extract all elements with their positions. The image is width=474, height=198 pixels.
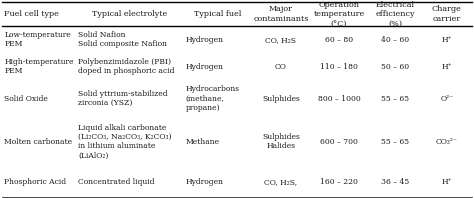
Text: Operation
temperature
(°C): Operation temperature (°C)	[313, 1, 365, 28]
Text: Solid Oxide: Solid Oxide	[4, 94, 48, 103]
Text: CO: CO	[275, 63, 287, 71]
Text: H⁺: H⁺	[442, 63, 452, 71]
Text: H⁺: H⁺	[442, 36, 452, 44]
Text: Hydrogen: Hydrogen	[185, 63, 223, 71]
Text: Methane: Methane	[185, 138, 219, 146]
Text: CO, H₂S,: CO, H₂S,	[264, 178, 298, 186]
Text: Liquid alkali carbonate
(Li₂CO₃, Na₂CO₃, K₂CO₃)
in lithium aluminate
(LiAlO₂): Liquid alkali carbonate (Li₂CO₃, Na₂CO₃,…	[78, 124, 172, 160]
Text: Major
contaminants: Major contaminants	[253, 5, 309, 23]
Text: 60 – 80: 60 – 80	[325, 36, 353, 44]
Text: Charge
carrier: Charge carrier	[432, 5, 462, 23]
Text: 160 – 220: 160 – 220	[320, 178, 358, 186]
Text: Electrical
efficiency
(%): Electrical efficiency (%)	[375, 1, 415, 28]
Text: O²⁻: O²⁻	[440, 94, 454, 103]
Text: Low-temperature
PEM: Low-temperature PEM	[4, 31, 71, 48]
Text: Solid yttrium-stabilized
zirconia (YSZ): Solid yttrium-stabilized zirconia (YSZ)	[78, 90, 168, 107]
Text: CO, H₂S: CO, H₂S	[265, 36, 296, 44]
Text: H⁺: H⁺	[442, 178, 452, 186]
Text: Molten carbonate: Molten carbonate	[4, 138, 73, 146]
Text: 800 – 1000: 800 – 1000	[318, 94, 360, 103]
Text: 55 – 65: 55 – 65	[381, 138, 410, 146]
Text: Solid Nafion
Solid composite Nafion: Solid Nafion Solid composite Nafion	[78, 31, 167, 48]
Text: Fuel cell type: Fuel cell type	[4, 10, 59, 18]
Text: Hydrogen: Hydrogen	[185, 178, 223, 186]
Text: 110 – 180: 110 – 180	[320, 63, 358, 71]
Text: Concentrated liquid: Concentrated liquid	[78, 178, 155, 186]
Text: Phosphoric Acid: Phosphoric Acid	[4, 178, 66, 186]
Text: 55 – 65: 55 – 65	[381, 94, 410, 103]
Text: Sulphides: Sulphides	[262, 94, 300, 103]
Text: Polybenzimidazole (PBI)
doped in phosphoric acid: Polybenzimidazole (PBI) doped in phospho…	[78, 58, 175, 75]
Text: 40 – 60: 40 – 60	[381, 36, 410, 44]
Text: Hydrocarbons
(methane,
propane): Hydrocarbons (methane, propane)	[185, 85, 239, 112]
Text: Typical fuel: Typical fuel	[194, 10, 241, 18]
Text: 36 – 45: 36 – 45	[381, 178, 410, 186]
Text: 600 – 700: 600 – 700	[320, 138, 358, 146]
Text: Hydrogen: Hydrogen	[185, 36, 223, 44]
Text: 50 – 60: 50 – 60	[381, 63, 410, 71]
Text: Typical electrolyte: Typical electrolyte	[92, 10, 168, 18]
Text: Sulphides
Halides: Sulphides Halides	[262, 133, 300, 150]
Text: High-temperature
PEM: High-temperature PEM	[4, 58, 74, 75]
Text: CO₃²⁻: CO₃²⁻	[436, 138, 458, 146]
